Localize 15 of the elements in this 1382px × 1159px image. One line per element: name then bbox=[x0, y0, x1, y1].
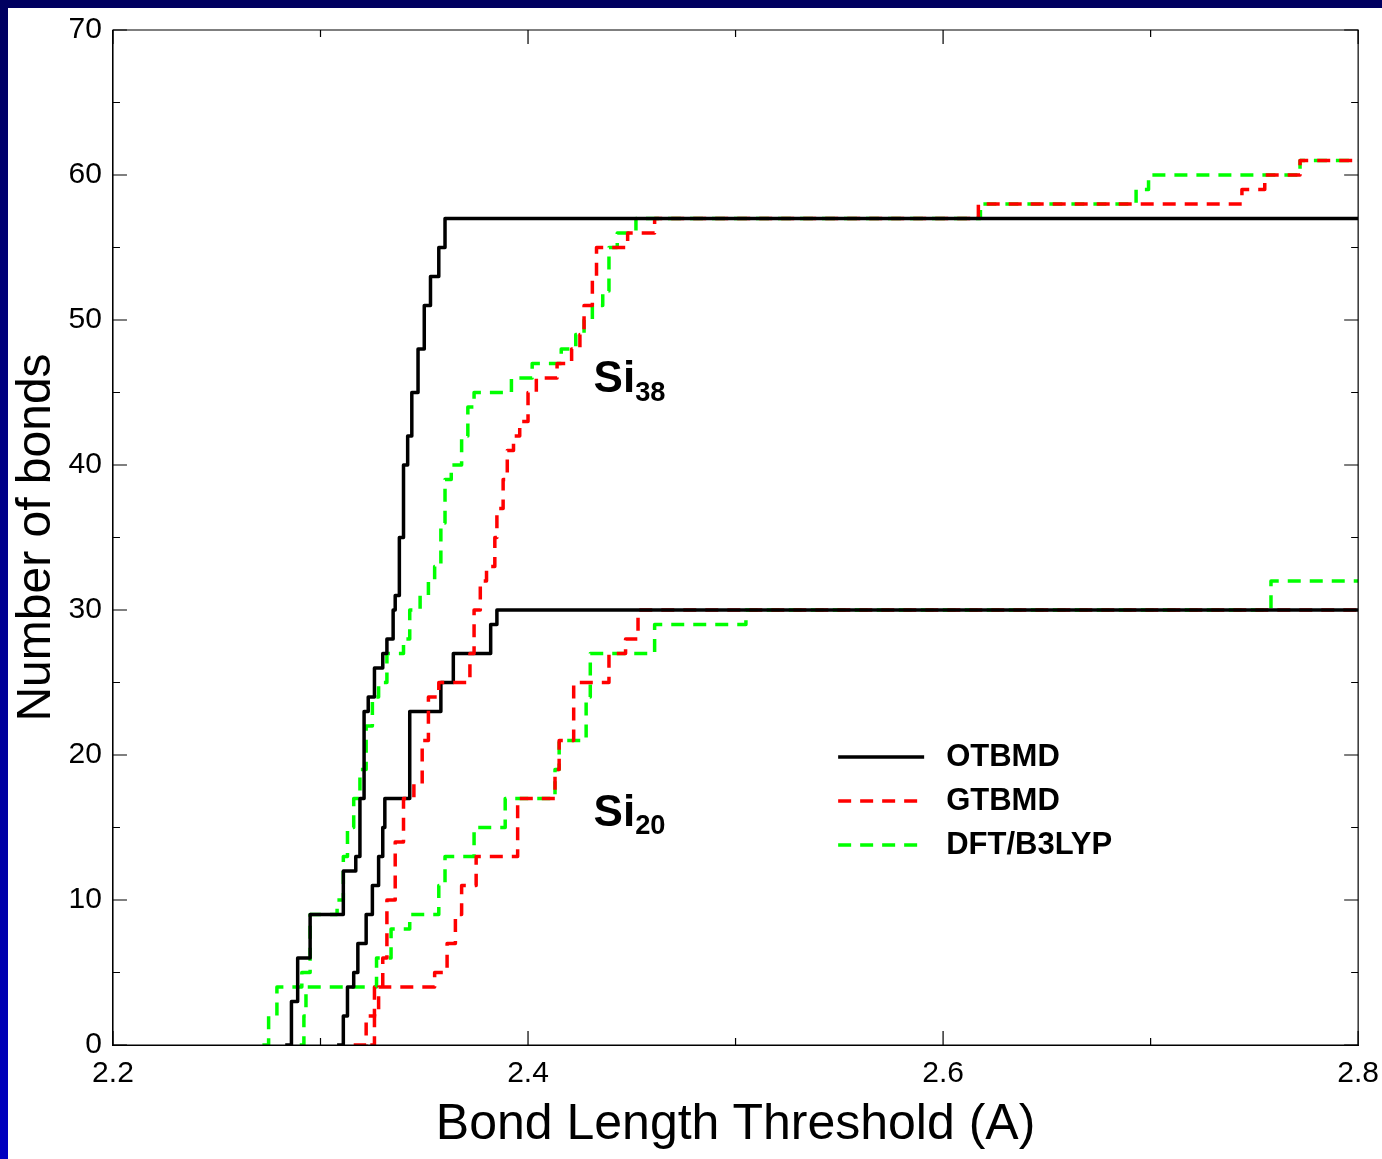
y-tick-label: 20 bbox=[68, 736, 102, 770]
y-tick-label: 60 bbox=[68, 156, 102, 190]
y-tick-label: 10 bbox=[68, 881, 102, 915]
y-tick-label: 30 bbox=[68, 591, 102, 625]
y-tick-label: 70 bbox=[68, 11, 102, 45]
y-tick-label: 50 bbox=[68, 301, 102, 335]
legend-label: DFT/B3LYP bbox=[946, 825, 1113, 861]
legend-label: GTBMD bbox=[946, 781, 1060, 817]
x-tick-label: 2.4 bbox=[507, 1055, 549, 1089]
x-axis-title: Bond Length Threshold (A) bbox=[435, 1093, 1036, 1150]
legend-label: OTBMD bbox=[946, 737, 1060, 773]
y-axis-title: Number of bonds bbox=[7, 353, 61, 722]
x-tick-label: 2.8 bbox=[1337, 1055, 1380, 1089]
x-tick-label: 2.6 bbox=[922, 1055, 964, 1089]
y-tick-label: 40 bbox=[68, 446, 102, 480]
